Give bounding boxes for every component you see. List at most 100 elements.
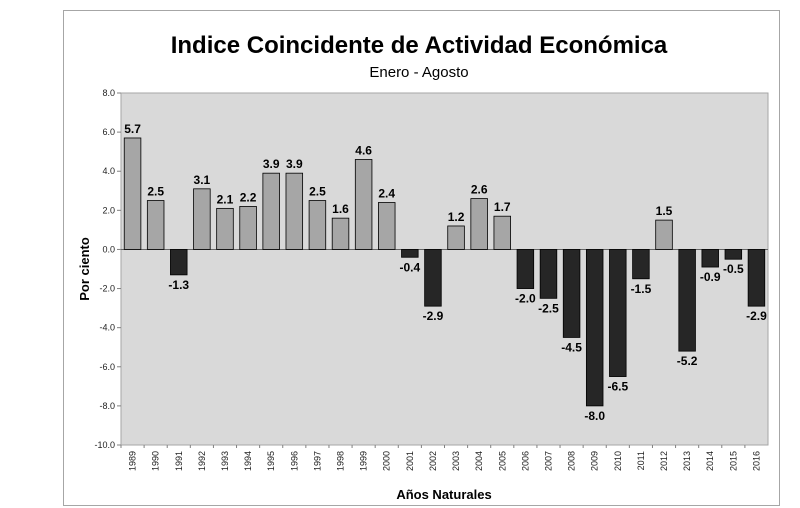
x-tick-label: 2005 <box>497 451 507 471</box>
x-tick-label: 1992 <box>197 451 207 471</box>
x-tick-label: 1995 <box>266 451 276 471</box>
data-label-2008: -4.5 <box>561 340 582 354</box>
data-label-2012: 1.5 <box>656 204 673 218</box>
y-tick-label: 0.0 <box>102 244 115 254</box>
bar-1994 <box>239 206 257 250</box>
bar-1989 <box>123 137 142 250</box>
x-tick-label: 2013 <box>682 451 692 471</box>
data-label-2000: 2.4 <box>378 187 395 201</box>
bar-2007 <box>539 249 558 299</box>
data-label-1990: 2.5 <box>147 185 164 199</box>
bar-2001 <box>401 249 419 258</box>
data-label-1991: -1.3 <box>168 278 189 292</box>
x-tick-label: 2007 <box>543 451 553 471</box>
data-label-1997: 2.5 <box>309 185 326 199</box>
data-label-2007: -2.5 <box>538 301 559 315</box>
bar-1991 <box>170 249 188 276</box>
x-tick-label: 1998 <box>336 451 346 471</box>
bar-2011 <box>632 249 650 280</box>
x-tick-label: 2009 <box>590 451 600 471</box>
bar-1998 <box>331 217 350 250</box>
x-tick-label: 1991 <box>174 451 184 471</box>
bar-2008 <box>562 249 581 338</box>
data-label-1999: 4.6 <box>355 143 372 157</box>
chart-subtitle: Enero - Agosto <box>369 64 468 81</box>
x-tick-label: 2016 <box>751 451 761 471</box>
bar-1996 <box>285 172 304 250</box>
x-tick-label: 2003 <box>451 451 461 471</box>
bar-1999 <box>354 159 373 250</box>
x-tick-label: 1994 <box>243 451 253 471</box>
data-label-1995: 3.9 <box>263 157 280 171</box>
bar-2013 <box>678 249 696 352</box>
data-label-2004: 2.6 <box>471 183 488 197</box>
y-tick-label: -6.0 <box>99 362 115 372</box>
bar-2005 <box>493 215 511 250</box>
data-label-2011: -1.5 <box>631 282 652 296</box>
bar-2009 <box>585 249 604 407</box>
y-tick-label: -8.0 <box>99 401 115 411</box>
y-axis-label: Por ciento <box>77 237 92 301</box>
bar-2012 <box>655 219 673 250</box>
chart-svg: Indice Coincidente de Actividad Económic… <box>77 32 769 502</box>
x-tick-label: 2012 <box>659 451 669 471</box>
x-tick-label: 1993 <box>220 451 230 471</box>
data-label-2015: -0.5 <box>723 262 744 276</box>
x-tick-label: 1989 <box>128 451 138 471</box>
x-tick-label: 2000 <box>382 451 392 471</box>
bar-2014 <box>701 249 719 268</box>
x-tick-label: 2001 <box>405 451 415 471</box>
bar-2002 <box>424 249 442 307</box>
data-label-2016: -2.9 <box>746 309 767 323</box>
data-label-1998: 1.6 <box>332 202 349 216</box>
bars <box>121 137 768 407</box>
x-tick-label: 2002 <box>428 451 438 471</box>
x-tick-label: 2011 <box>636 451 646 470</box>
x-tick-label: 2006 <box>520 451 530 471</box>
x-tick-label: 2014 <box>705 451 715 471</box>
x-tick-label: 1996 <box>289 451 299 471</box>
chart-frame: Indice Coincidente de Actividad Económic… <box>63 10 780 506</box>
bar-2010 <box>609 249 627 377</box>
bar-1993 <box>216 207 234 250</box>
x-axis-label: Años Naturales <box>396 487 491 502</box>
data-label-1989: 5.7 <box>124 122 141 136</box>
data-labels: 5.7 2.5 -1.3 3.1 2.1 2.2 3.9 3.9 2.5 1.6 4.6 2.4 -0.… <box>124 122 767 423</box>
data-label-2009: -8.0 <box>584 409 605 423</box>
y-tick-label: -2.0 <box>99 284 115 294</box>
y-axis: 8.0 6.0 4.0 2.0 0.0 -2.0 -4.0 -6.0 -8.0 -10.0 <box>94 88 121 450</box>
x-tick-label: 1997 <box>312 451 322 471</box>
bar-2003 <box>447 225 465 250</box>
data-label-2006: -2.0 <box>515 292 536 306</box>
y-tick-label: 6.0 <box>102 127 115 137</box>
x-tick-label: 2004 <box>474 451 484 471</box>
bar-2004 <box>470 198 488 250</box>
data-label-1993: 2.1 <box>217 192 234 206</box>
y-tick-label: 8.0 <box>102 88 115 98</box>
x-axis: 1989 1990 1991 1992 1993 1994 1995 1996 1997 1998… <box>120 445 761 471</box>
data-label-2010: -6.5 <box>607 380 628 394</box>
y-tick-label: -10.0 <box>94 440 115 450</box>
data-label-1992: 3.1 <box>194 173 211 187</box>
data-label-2014: -0.9 <box>700 270 721 284</box>
bar-1997 <box>308 200 327 250</box>
data-label-2001: -0.4 <box>399 260 420 274</box>
x-tick-label: 1990 <box>151 451 161 471</box>
bar-1990 <box>146 200 165 250</box>
bar-1995 <box>262 172 280 250</box>
data-label-1996: 3.9 <box>286 157 303 171</box>
x-tick-label: 2008 <box>567 451 577 471</box>
data-label-2002: -2.9 <box>423 309 444 323</box>
y-tick-label: 4.0 <box>102 166 115 176</box>
x-tick-label: 2015 <box>728 451 738 471</box>
bar-2016 <box>747 249 766 307</box>
bar-1992 <box>193 188 211 250</box>
bar-2000 <box>378 202 396 250</box>
x-tick-label: 1999 <box>359 451 369 471</box>
data-label-2003: 1.2 <box>448 210 465 224</box>
bar-2015 <box>724 249 743 260</box>
data-label-2005: 1.7 <box>494 200 511 214</box>
y-tick-label: 2.0 <box>102 205 115 215</box>
plot-area <box>120 92 769 446</box>
chart-title: Indice Coincidente de Actividad Económic… <box>171 32 668 59</box>
